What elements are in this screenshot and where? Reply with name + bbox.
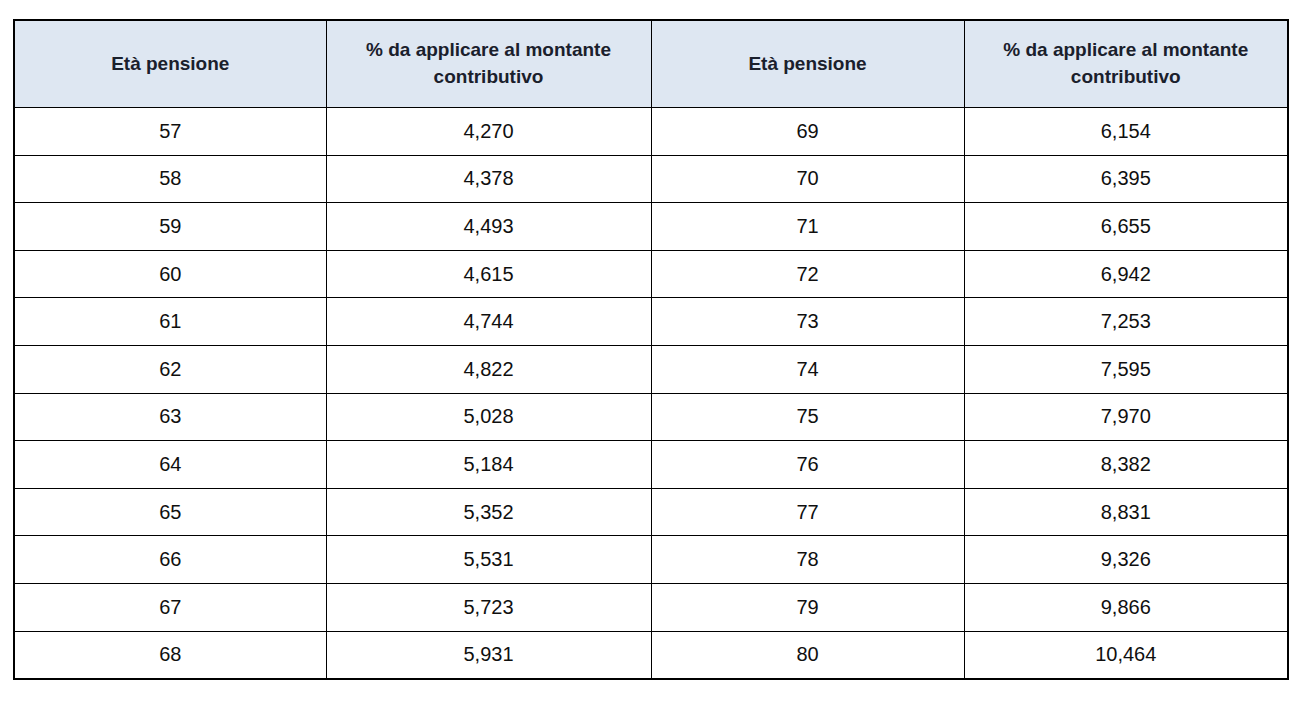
cell-percentage-left: 5,531 <box>326 536 651 584</box>
cell-percentage-right: 7,970 <box>964 393 1288 441</box>
cell-age-left: 67 <box>14 583 326 631</box>
cell-percentage-right: 6,395 <box>964 155 1288 203</box>
cell-percentage-right: 7,253 <box>964 298 1288 346</box>
cell-age-right: 79 <box>651 583 964 631</box>
cell-percentage-right: 8,382 <box>964 441 1288 489</box>
cell-age-left: 61 <box>14 298 326 346</box>
table-header-row: Età pensione % da applicare al montante … <box>14 20 1288 108</box>
cell-age-left: 60 <box>14 250 326 298</box>
table-row: 59 4,493 71 6,655 <box>14 203 1288 251</box>
cell-age-right: 73 <box>651 298 964 346</box>
column-header-percentuale-right: % da applicare al montante contributivo <box>964 20 1288 108</box>
cell-age-right: 69 <box>651 108 964 156</box>
table-row: 63 5,028 75 7,970 <box>14 393 1288 441</box>
table-row: 67 5,723 79 9,866 <box>14 583 1288 631</box>
cell-age-left: 68 <box>14 631 326 679</box>
cell-percentage-left: 5,028 <box>326 393 651 441</box>
cell-age-right: 80 <box>651 631 964 679</box>
cell-percentage-left: 5,184 <box>326 441 651 489</box>
table-row: 66 5,531 78 9,326 <box>14 536 1288 584</box>
cell-percentage-right: 8,831 <box>964 488 1288 536</box>
column-header-eta-pensione-left: Età pensione <box>14 20 326 108</box>
cell-percentage-right: 6,655 <box>964 203 1288 251</box>
cell-percentage-right: 9,326 <box>964 536 1288 584</box>
cell-percentage-left: 4,378 <box>326 155 651 203</box>
cell-age-right: 71 <box>651 203 964 251</box>
table-row: 65 5,352 77 8,831 <box>14 488 1288 536</box>
cell-percentage-right: 9,866 <box>964 583 1288 631</box>
cell-age-right: 77 <box>651 488 964 536</box>
cell-age-right: 74 <box>651 345 964 393</box>
cell-percentage-left: 4,493 <box>326 203 651 251</box>
column-header-percentuale-left: % da applicare al montante contributivo <box>326 20 651 108</box>
cell-age-left: 63 <box>14 393 326 441</box>
cell-age-right: 70 <box>651 155 964 203</box>
cell-percentage-left: 4,822 <box>326 345 651 393</box>
table-row: 61 4,744 73 7,253 <box>14 298 1288 346</box>
table-body: 57 4,270 69 6,154 58 4,378 70 6,395 59 4… <box>14 108 1288 680</box>
cell-percentage-left: 4,744 <box>326 298 651 346</box>
cell-age-left: 64 <box>14 441 326 489</box>
table-row: 62 4,822 74 7,595 <box>14 345 1288 393</box>
table-row: 57 4,270 69 6,154 <box>14 108 1288 156</box>
pension-coefficients-table: Età pensione % da applicare al montante … <box>13 19 1289 680</box>
cell-age-left: 65 <box>14 488 326 536</box>
cell-age-right: 76 <box>651 441 964 489</box>
table-row: 58 4,378 70 6,395 <box>14 155 1288 203</box>
cell-age-left: 58 <box>14 155 326 203</box>
table-row: 64 5,184 76 8,382 <box>14 441 1288 489</box>
cell-age-left: 57 <box>14 108 326 156</box>
cell-percentage-left: 5,723 <box>326 583 651 631</box>
cell-age-right: 72 <box>651 250 964 298</box>
cell-percentage-right: 7,595 <box>964 345 1288 393</box>
cell-percentage-left: 5,931 <box>326 631 651 679</box>
cell-age-right: 78 <box>651 536 964 584</box>
page: Età pensione % da applicare al montante … <box>0 0 1300 714</box>
cell-percentage-left: 5,352 <box>326 488 651 536</box>
cell-age-left: 62 <box>14 345 326 393</box>
cell-percentage-left: 4,270 <box>326 108 651 156</box>
cell-age-left: 59 <box>14 203 326 251</box>
cell-age-left: 66 <box>14 536 326 584</box>
table-row: 60 4,615 72 6,942 <box>14 250 1288 298</box>
cell-percentage-left: 4,615 <box>326 250 651 298</box>
table-row: 68 5,931 80 10,464 <box>14 631 1288 679</box>
cell-percentage-right: 6,154 <box>964 108 1288 156</box>
cell-percentage-right: 10,464 <box>964 631 1288 679</box>
column-header-eta-pensione-right: Età pensione <box>651 20 964 108</box>
cell-age-right: 75 <box>651 393 964 441</box>
cell-percentage-right: 6,942 <box>964 250 1288 298</box>
